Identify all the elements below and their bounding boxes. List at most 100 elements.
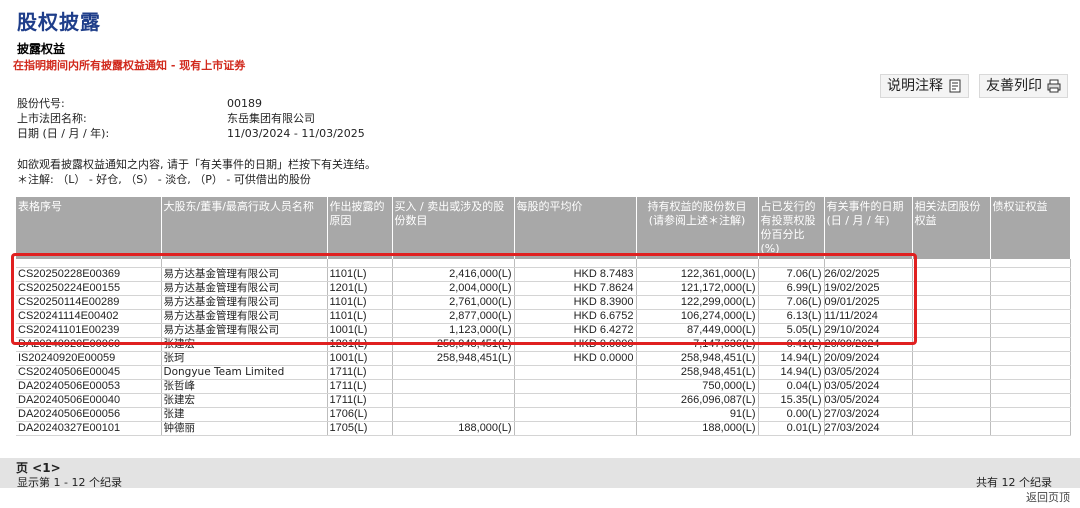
- cell-event-date-link[interactable]: 27/03/2024: [824, 421, 913, 436]
- page-subtitle: 在指明期间内所有披露权益通知 - 现有上市证券: [13, 59, 246, 72]
- print-button[interactable]: 友善列印: [979, 74, 1068, 98]
- cell-form-no: DA20240506E00056: [16, 407, 162, 422]
- cell-name: Dongyue Team Limited: [161, 365, 328, 380]
- table-row: DA20240920E00060 张建宏 1201(L) 258,948,451(L)…: [16, 337, 1071, 352]
- cell-form-no: CS20241101E00239: [16, 323, 162, 338]
- cell-debenture: [990, 365, 1071, 380]
- header-associated: 相关法团股份权益: [912, 197, 991, 259]
- cell-name: 易方达基金管理有限公司: [161, 309, 328, 324]
- cell-associated: [912, 407, 991, 422]
- top-actions: 说明注释 友善列印: [880, 74, 1068, 98]
- cell-event-date-link[interactable]: 26/02/2025: [824, 267, 913, 282]
- cell-form-no: DA20240506E00040: [16, 393, 162, 408]
- back-to-top-link[interactable]: 返回页顶: [1026, 491, 1070, 504]
- cell-name: 张建: [161, 407, 328, 422]
- header-form-no: 表格序号: [16, 197, 162, 259]
- header-shares-held: 持有权益的股份数目 (请参阅上述＊注解): [636, 197, 759, 259]
- cell-pct: 0.00(L): [758, 407, 825, 422]
- cell-event-date-link[interactable]: 03/05/2024: [824, 393, 913, 408]
- pager-bar: [0, 458, 1080, 488]
- header-pct: 占已发行的有投票权股份百分比 (%): [758, 197, 825, 259]
- cell-reason: 1201(L): [327, 281, 393, 296]
- cell-event-date-link[interactable]: 03/05/2024: [824, 365, 913, 380]
- cell-associated: [912, 351, 991, 366]
- cell-shares-involved: 2,877,000(L): [392, 309, 515, 324]
- table-row: DA20240327E00101 钟德丽 1705(L) 188,000(L) 188,…: [16, 421, 1071, 436]
- cell-avg-price: HKD 8.3900: [514, 295, 637, 310]
- stock-code-label: 股份代号:: [17, 97, 65, 110]
- cell-avg-price: HKD 6.6752: [514, 309, 637, 324]
- cell-name: 易方达基金管理有限公司: [161, 267, 328, 282]
- cell-associated: [912, 309, 991, 324]
- table-row: CS20250114E00289 易方达基金管理有限公司 1101(L) 2,761,…: [16, 295, 1071, 310]
- cell-shares-involved: [392, 365, 515, 380]
- company-label: 上市法团名称:: [17, 112, 87, 125]
- cell-pct: 15.35(L): [758, 393, 825, 408]
- table-row: CS20240506E00045 Dongyue Team Limited 1711…: [16, 365, 1071, 380]
- cell-associated: [912, 295, 991, 310]
- cell-associated: [912, 337, 991, 352]
- cell-event-date-link[interactable]: 27/03/2024: [824, 407, 913, 422]
- cell-event-date-link[interactable]: 20/09/2024: [824, 337, 913, 352]
- table-row: IS20240920E00059 张珂 1001(L) 258,948,451(L) H…: [16, 351, 1071, 366]
- cell-associated: [912, 323, 991, 338]
- cell-shares-involved: 2,416,000(L): [392, 267, 515, 282]
- cell-reason: 1101(L): [327, 309, 393, 324]
- cell-event-date-link[interactable]: 03/05/2024: [824, 379, 913, 394]
- cell-reason: 1001(L): [327, 323, 393, 338]
- cell-event-date-link[interactable]: 11/11/2024: [824, 309, 913, 324]
- cell-form-no: DA20240506E00053: [16, 379, 162, 394]
- header-avg-price: 每股的平均价: [514, 197, 637, 259]
- cell-debenture: [990, 393, 1071, 408]
- cell-shares-involved: 2,761,000(L): [392, 295, 515, 310]
- print-button-label: 友善列印: [986, 78, 1042, 94]
- cell-reason: 1101(L): [327, 267, 393, 282]
- cell-debenture: [990, 407, 1071, 422]
- instruction-note: 如欲观看披露权益通知之内容, 请于「有关事件的日期」栏按下有关连结。: [17, 158, 376, 171]
- cell-shares-involved: [392, 407, 515, 422]
- cell-debenture: [990, 309, 1071, 324]
- cell-debenture: [990, 323, 1071, 338]
- table-row: CS20250224E00155 易方达基金管理有限公司 1201(L) 2,004,…: [16, 281, 1071, 296]
- cell-event-date-link[interactable]: 29/10/2024: [824, 323, 913, 338]
- date-range-label: 日期 (日 / 月 / 年):: [17, 127, 110, 140]
- cell-form-no: CS20250228E00369: [16, 267, 162, 282]
- cell-reason: 1711(L): [327, 379, 393, 394]
- cell-shares-involved: 1,123,000(L): [392, 323, 515, 338]
- cell-avg-price: HKD 6.4272: [514, 323, 637, 338]
- cell-event-date-link[interactable]: 20/09/2024: [824, 351, 913, 366]
- cell-event-date-link[interactable]: 19/02/2025: [824, 281, 913, 296]
- cell-reason: 1201(L): [327, 337, 393, 352]
- cell-associated: [912, 393, 991, 408]
- cell-debenture: [990, 337, 1071, 352]
- cell-name: 张哲峰: [161, 379, 328, 394]
- cell-shares-held: 122,299,000(L): [636, 295, 759, 310]
- cell-reason: 1705(L): [327, 421, 393, 436]
- cell-associated: [912, 267, 991, 282]
- table-row: DA20240506E00053 张哲峰 1711(L) 750,000(L) 0.04…: [16, 379, 1071, 394]
- pager-current-page[interactable]: 页 <1>: [16, 461, 61, 475]
- company-row: 上市法团名称: 东岳集团有限公司: [17, 111, 365, 126]
- table-row: DA20240506E00040 张建宏 1711(L) 266,096,087(L)…: [16, 393, 1071, 408]
- cell-avg-price: [514, 407, 637, 422]
- cell-shares-involved: 188,000(L): [392, 421, 515, 436]
- cell-shares-held: 91(L): [636, 407, 759, 422]
- legend-note: ＊注解: （L） - 好仓, （S） - 淡仓, （P） - 可供借出的股份: [17, 173, 311, 186]
- cell-form-no: CS20240506E00045: [16, 365, 162, 380]
- cell-debenture: [990, 267, 1071, 282]
- cell-debenture: [990, 379, 1071, 394]
- cell-form-no: CS20241114E00402: [16, 309, 162, 324]
- cell-shares-involved: [392, 393, 515, 408]
- cell-pct: 6.13(L): [758, 309, 825, 324]
- cell-event-date-link[interactable]: 09/01/2025: [824, 295, 913, 310]
- cell-form-no: IS20240920E00059: [16, 351, 162, 366]
- cell-form-no: DA20240327E00101: [16, 421, 162, 436]
- cell-associated: [912, 281, 991, 296]
- cell-shares-held: 7,147,636(L): [636, 337, 759, 352]
- header-name: 大股东/董事/最高行政人员名称: [161, 197, 328, 259]
- explain-button[interactable]: 说明注释: [880, 74, 969, 98]
- cell-pct: 0.01(L): [758, 421, 825, 436]
- stock-code-row: 股份代号: 00189: [17, 96, 365, 111]
- cell-avg-price: [514, 365, 637, 380]
- cell-avg-price: HKD 8.7483: [514, 267, 637, 282]
